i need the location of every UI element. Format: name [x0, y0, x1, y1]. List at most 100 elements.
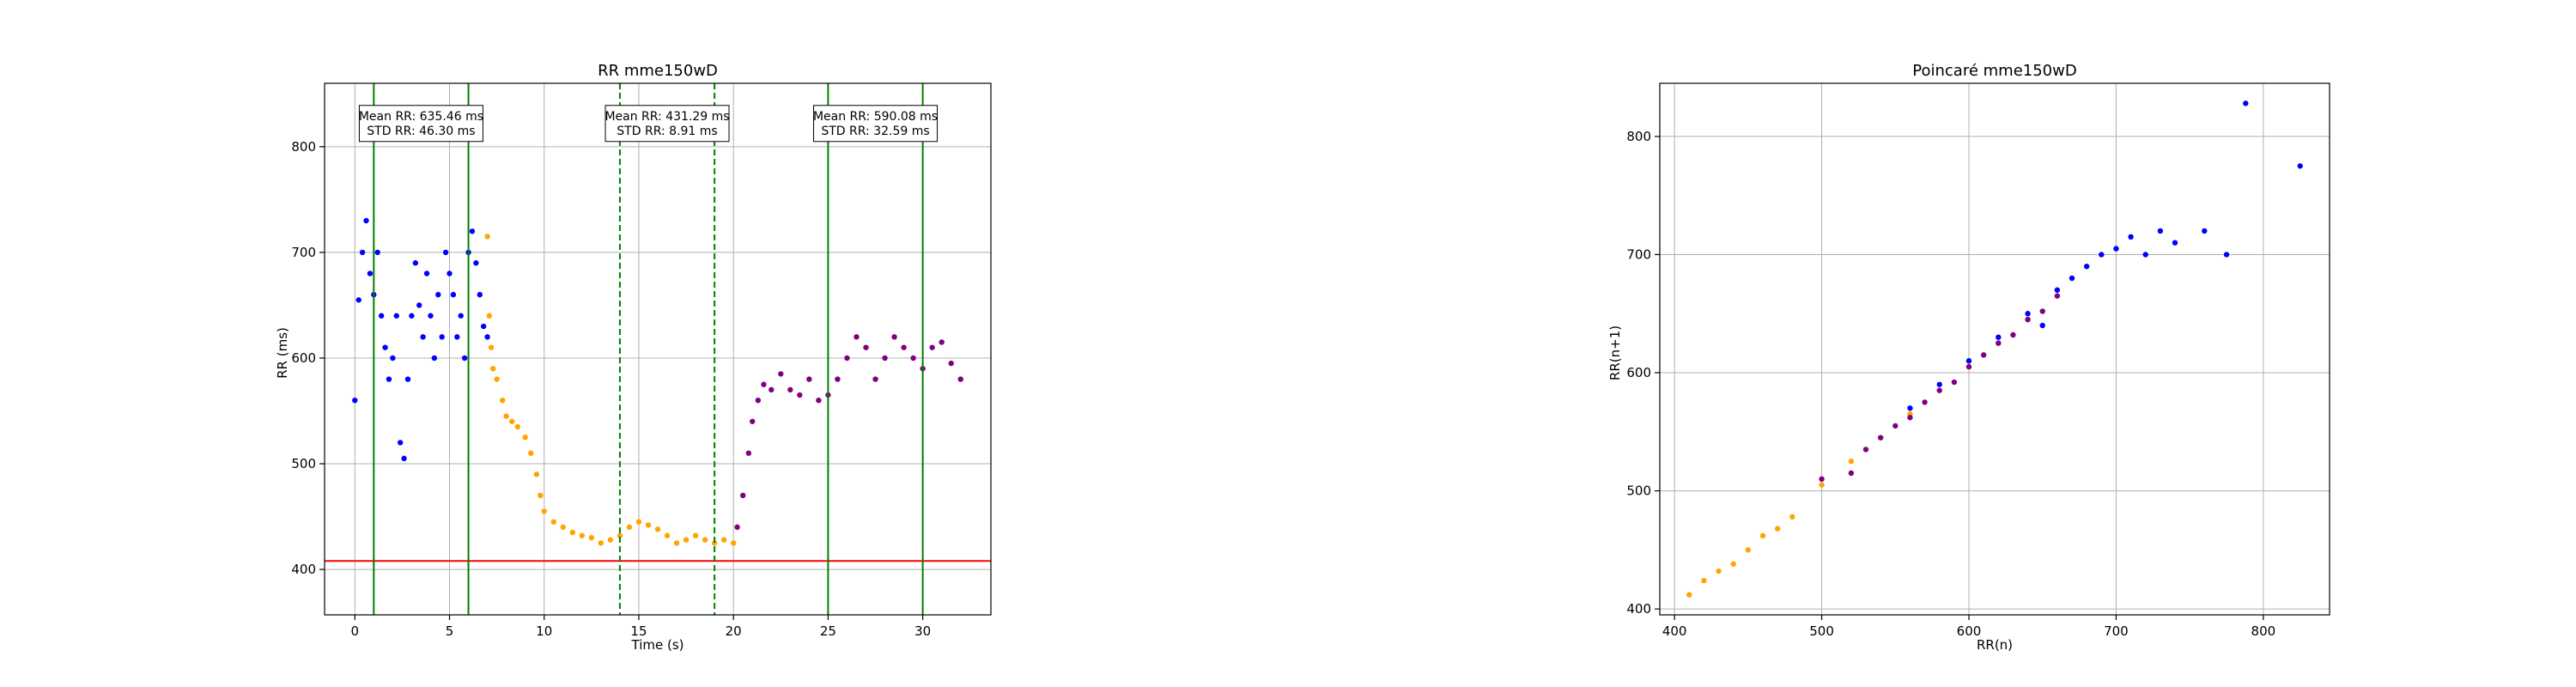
- rr-data-point: [409, 313, 415, 319]
- poincare-data-point: [2039, 322, 2045, 329]
- rr-chart-title: RR mme150wD: [598, 62, 718, 80]
- rr-data-point: [390, 355, 396, 362]
- rr-data-point: [745, 450, 752, 456]
- rr-data-point: [654, 526, 661, 532]
- poincare-data-point: [1862, 447, 1869, 453]
- poincare-y-tick-label: 400: [1626, 601, 1651, 617]
- poincare-y-axis-label: RR(n+1): [1607, 325, 1623, 380]
- poincare-data-point: [2039, 308, 2045, 314]
- rr-data-point: [664, 532, 671, 538]
- rr-data-point: [484, 334, 490, 340]
- rr-data-point: [480, 323, 487, 330]
- poincare-data-point: [1936, 387, 1942, 393]
- rr-data-point: [588, 534, 595, 541]
- stats-annotation-text: Mean RR: 431.29 ms: [605, 110, 729, 124]
- poincare-x-tick-label: 800: [2251, 623, 2276, 639]
- rr-data-point: [393, 313, 399, 319]
- rr-data-point: [720, 537, 727, 543]
- poincare-x-tick-label: 700: [2104, 623, 2129, 639]
- poincare-data-point: [1965, 358, 1972, 364]
- poincare-chart-title: Poincaré mme150wD: [1912, 62, 2076, 80]
- rr-plot-area: [325, 83, 991, 615]
- rr-time-series-panel: RR mme150wD Time (s) RR (ms) 0 5 10 15 20 25 3…: [275, 62, 992, 653]
- poincare-data-point: [1848, 470, 1855, 477]
- poincare-data-point: [2243, 100, 2249, 106]
- poincare-data-point: [2172, 240, 2178, 246]
- rr-data-point: [872, 376, 878, 382]
- poincare-x-axis-label: RR(n): [1977, 637, 2013, 653]
- poincare-data-point: [2202, 228, 2208, 234]
- poincare-data-point: [1686, 592, 1692, 598]
- rr-axes-frame: [324, 82, 992, 616]
- rr-data-point: [740, 492, 746, 499]
- rr-data-point: [948, 360, 954, 367]
- stats-annotation-text: STD RR: 8.91 ms: [617, 125, 717, 138]
- poincare-data-point: [1996, 334, 2002, 340]
- rr-data-point: [734, 524, 740, 531]
- rr-data-point: [477, 291, 483, 298]
- rr-data-point: [412, 260, 419, 266]
- rr-data-point: [469, 228, 476, 234]
- rr-data-point: [683, 537, 690, 543]
- rr-data-point: [929, 344, 935, 350]
- rr-y-axis-label: RR (ms): [275, 327, 290, 379]
- poincare-data-point: [2025, 311, 2031, 317]
- rr-data-point: [439, 334, 445, 340]
- rr-data-point: [730, 540, 737, 546]
- rr-data-point: [882, 355, 888, 362]
- poincare-data-point: [2083, 264, 2090, 270]
- rr-data-point: [416, 302, 422, 308]
- rr-data-point: [939, 339, 945, 345]
- rr-data-point: [528, 450, 534, 456]
- rr-data-point: [702, 537, 708, 543]
- poincare-data-point: [1745, 547, 1752, 553]
- poincare-data-point: [1907, 415, 1913, 421]
- rr-data-point: [854, 334, 860, 340]
- rr-data-point: [755, 397, 762, 404]
- rr-data-point: [541, 508, 547, 514]
- poincare-data-point: [2069, 275, 2075, 282]
- rr-data-point: [863, 344, 869, 350]
- poincare-axes-frame: [1659, 82, 2330, 616]
- rr-data-point: [473, 260, 479, 266]
- poincare-data-point: [1730, 561, 1736, 568]
- rr-x-tick-label: 10: [536, 623, 552, 639]
- rr-data-point: [359, 249, 366, 256]
- poincare-data-point: [2142, 252, 2148, 258]
- poincare-data-point: [1701, 577, 1707, 584]
- poincare-data-point: [2157, 228, 2164, 234]
- poincare-data-point: [1980, 352, 1987, 358]
- rr-data-point: [355, 297, 361, 303]
- rr-data-point: [598, 540, 605, 546]
- rr-data-point: [458, 313, 464, 319]
- rr-data-point: [420, 334, 426, 340]
- rr-data-point: [797, 392, 803, 398]
- rr-data-point: [494, 376, 500, 382]
- rr-data-point: [382, 344, 388, 350]
- rr-y-tick-label: 400: [291, 562, 316, 577]
- rr-data-point: [711, 540, 718, 546]
- rr-data-point: [835, 376, 841, 382]
- poincare-data-point: [1819, 482, 1825, 488]
- rr-x-axis-label: Time (s): [631, 637, 684, 653]
- poincare-data-point: [2054, 287, 2061, 293]
- rr-data-point: [891, 334, 897, 340]
- rr-data-point: [673, 540, 680, 546]
- poincare-data-point: [1893, 423, 1899, 429]
- stats-annotation-text: STD RR: 46.30 ms: [367, 125, 475, 138]
- poincare-data-point: [1848, 458, 1855, 465]
- poincare-panel: Poincaré mme150wD RR(n) RR(n+1) 400 500 60…: [1607, 62, 2330, 653]
- poincare-data-point: [2297, 163, 2303, 169]
- rr-data-point: [901, 344, 907, 350]
- poincare-data-point: [1716, 568, 1722, 575]
- stats-annotation-text: Mean RR: 590.08 ms: [813, 110, 938, 124]
- poincare-plot-area: [1686, 100, 2303, 598]
- poincare-data-point: [1907, 405, 1913, 411]
- rr-data-point: [450, 291, 457, 298]
- rr-data-point: [454, 334, 460, 340]
- rr-data-point: [378, 313, 385, 319]
- rr-x-tick-label: 20: [726, 623, 742, 639]
- poincare-data-point: [1996, 340, 2002, 346]
- poincare-data-point: [1774, 526, 1781, 532]
